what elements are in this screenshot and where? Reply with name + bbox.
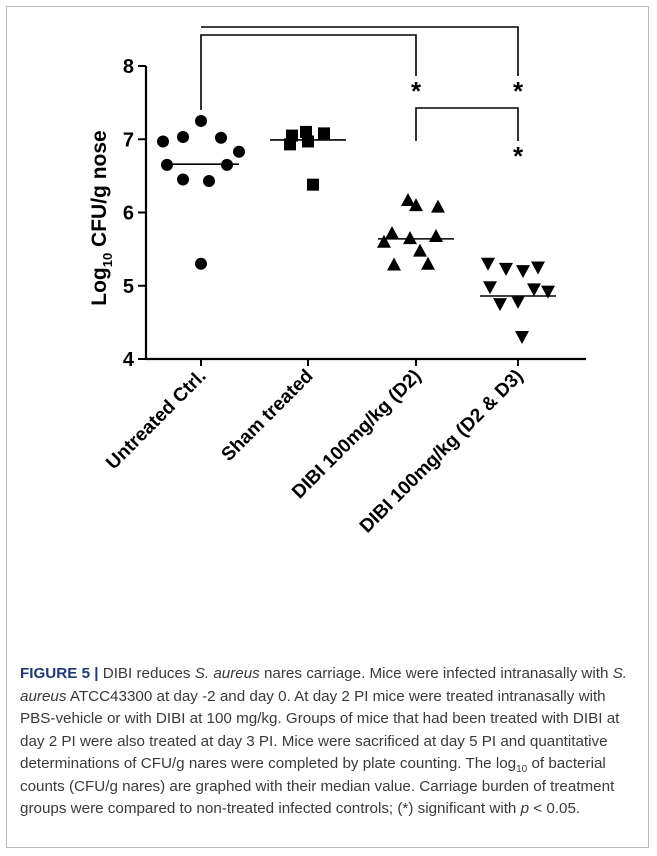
data-point-triangle-down xyxy=(531,261,545,275)
caption-species: S. aureus xyxy=(20,665,627,705)
data-point-triangle-up xyxy=(413,243,427,257)
caption-text: nares carriage. Mice were infected intra… xyxy=(259,665,613,682)
data-point-triangle-down xyxy=(541,285,555,299)
caption-p-symbol: p xyxy=(520,800,530,817)
caption-subscript: 10 xyxy=(516,764,528,776)
data-point-triangle-down xyxy=(499,262,513,276)
data-point-triangle-up xyxy=(431,199,445,213)
figure-frame xyxy=(6,6,649,848)
data-point-triangle-down xyxy=(483,281,497,295)
significance-star: * xyxy=(513,76,524,106)
y-axis-label-sub: 10 xyxy=(100,253,115,267)
data-point-triangle-down xyxy=(493,298,507,312)
axes: 4 5 6 7 8 xyxy=(123,56,586,371)
data-point-triangle-up xyxy=(403,231,417,245)
significance-bracket xyxy=(201,26,519,76)
caption-text: DIBI reduces xyxy=(98,665,195,682)
data-point-triangle-down xyxy=(481,257,495,271)
data-point-square xyxy=(300,125,312,138)
data-point-circle xyxy=(177,173,189,186)
data-point-triangle-up xyxy=(429,228,443,242)
significance-star: * xyxy=(411,76,422,106)
y-tick-label: 8 xyxy=(123,56,134,78)
data-point-triangle-up xyxy=(387,257,401,271)
caption-species: S. aureus xyxy=(194,665,260,682)
figure-label: FIGURE 5 | xyxy=(20,665,99,682)
data-point-triangle-up xyxy=(385,226,399,240)
data-point-triangle-up xyxy=(409,198,423,212)
significance-brackets: * * * xyxy=(200,26,524,171)
median-lines xyxy=(163,139,556,297)
data-point-triangle-up xyxy=(401,193,415,207)
y-tick-label: 7 xyxy=(123,129,134,151)
data-points xyxy=(157,114,555,345)
y-tick-label: 4 xyxy=(123,349,135,371)
data-point-triangle-down xyxy=(515,331,529,345)
data-point-circle xyxy=(215,131,227,144)
data-point-circle xyxy=(157,135,169,148)
caption-text: < 0.05. xyxy=(529,800,581,817)
significance-bracket xyxy=(200,34,417,110)
data-point-triangle-up xyxy=(377,234,391,248)
y-tick-label: 5 xyxy=(123,276,134,298)
y-tick-label: 6 xyxy=(123,203,134,225)
data-point-triangle-down xyxy=(516,265,530,279)
data-point-square xyxy=(318,127,330,140)
data-point-circle xyxy=(177,131,189,144)
caption-text: ATCC43300 at day -2 and day 0. At day 2 … xyxy=(20,687,620,773)
significance-bracket xyxy=(415,107,519,141)
data-point-circle xyxy=(195,114,207,127)
data-point-triangle-down xyxy=(527,283,541,297)
data-point-circle xyxy=(233,145,245,158)
y-axis-label-main: Log xyxy=(88,267,111,305)
scatter-chart: Log10 CFU/g nose 4 5 6 7 8 * * * Untreated Ctr… xyxy=(88,26,586,538)
y-axis-label-rest: CFU/g nose xyxy=(88,130,111,253)
data-point-circle xyxy=(203,175,215,188)
x-tick-label: Sham treated xyxy=(218,366,318,466)
data-point-triangle-down xyxy=(511,295,525,309)
data-point-square xyxy=(284,138,296,151)
data-point-square xyxy=(302,135,314,148)
data-point-triangle-up xyxy=(421,256,435,270)
x-tick-labels: Untreated Ctrl. Sham treated DIBI 100mg/kg… xyxy=(102,366,527,538)
figure-caption: FIGURE 5 | DIBI reduces S. aureus nares … xyxy=(20,663,640,821)
y-axis-label: Log10 CFU/g nose xyxy=(88,130,115,305)
x-tick-label: Untreated Ctrl. xyxy=(102,366,210,474)
caption-text: of bacterial counts (CFU/g nares) are gr… xyxy=(20,755,615,817)
x-tick-label: DIBI 100mg/kg (D2 & D3) xyxy=(356,366,528,538)
data-point-circle xyxy=(195,257,207,270)
data-point-square xyxy=(307,178,319,191)
significance-star: * xyxy=(513,141,524,171)
